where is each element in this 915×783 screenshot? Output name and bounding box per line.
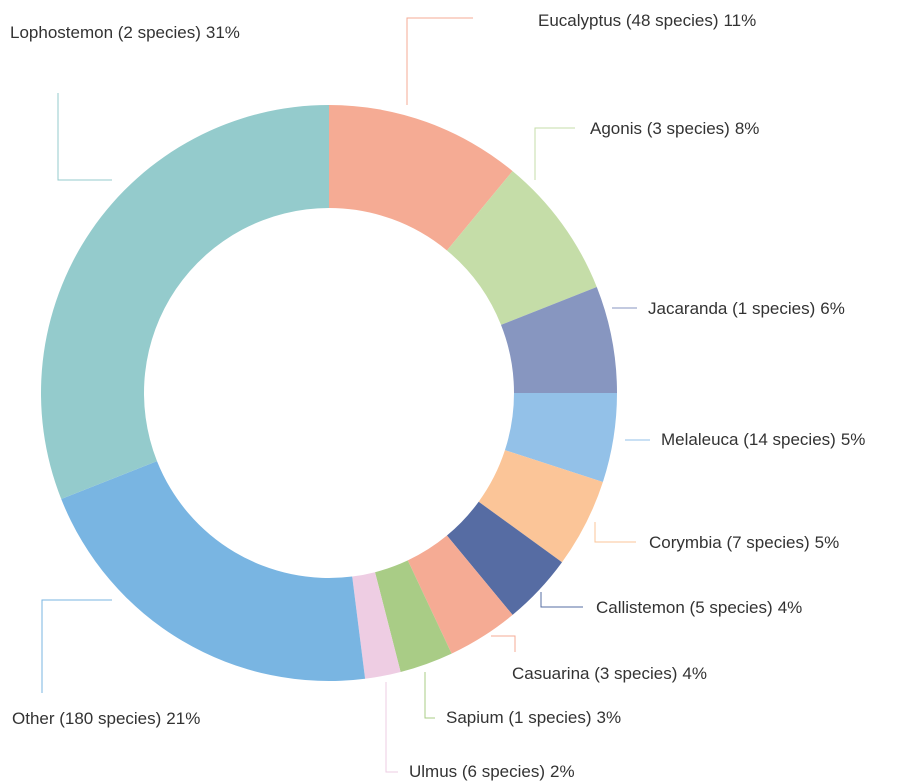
slice-value: 11% <box>723 11 756 30</box>
leader-line <box>540 592 583 608</box>
slice-label: Casuarina (3 species) 4% <box>512 664 707 683</box>
donut-slice <box>61 461 366 681</box>
donut-slice <box>329 105 513 251</box>
leader-line <box>491 635 516 652</box>
slice-value: 5% <box>815 533 840 552</box>
leader-line <box>57 93 112 181</box>
slice-name: Callistemon (5 species) <box>596 598 773 617</box>
slice-name: Casuarina (3 species) <box>512 664 677 683</box>
leader-line <box>41 599 112 693</box>
slice-name: Agonis (3 species) <box>590 119 730 138</box>
slice-label: Corymbia (7 species) 5% <box>649 533 839 552</box>
leader-line <box>594 522 636 543</box>
slice-label: Callistemon (5 species) 4% <box>596 598 802 617</box>
slice-name: Jacaranda (1 species) <box>648 299 815 318</box>
slice-value: 4% <box>682 664 707 683</box>
donut-slice <box>352 572 401 679</box>
slice-value: 5% <box>841 430 866 449</box>
slice-name: Sapium (1 species) <box>446 708 592 727</box>
donut-slice <box>41 105 329 500</box>
slice-label: Lophostemon (2 species) 31% <box>10 23 240 42</box>
slice-name: Other (180 species) <box>12 709 161 728</box>
donut-slice <box>446 501 562 615</box>
donut-slice <box>446 171 597 325</box>
slice-label: Agonis (3 species) 8% <box>590 119 759 138</box>
slice-label: Ulmus (6 species) 2% <box>409 762 575 781</box>
slice-value: 21% <box>166 709 200 728</box>
donut-slice <box>501 286 617 393</box>
slice-value: 6% <box>820 299 845 318</box>
leader-line <box>406 17 473 105</box>
slice-name: Corymbia (7 species) <box>649 533 810 552</box>
slice-label: Melaleuca (14 species) 5% <box>661 430 865 449</box>
slice-name: Melaleuca (14 species) <box>661 430 836 449</box>
slice-value: 4% <box>778 598 803 617</box>
donut-slice <box>375 560 452 672</box>
donut-slice <box>478 450 603 563</box>
donut-slice <box>504 393 617 482</box>
leader-line <box>424 672 435 719</box>
slice-label: Sapium (1 species) 3% <box>446 708 621 727</box>
slice-value: 8% <box>735 119 760 138</box>
slice-name: Eucalyptus (48 species) <box>538 11 718 30</box>
slice-value: 31% <box>206 23 240 42</box>
slice-label: Jacaranda (1 species) 6% <box>648 299 845 318</box>
slice-name: Lophostemon (2 species) <box>10 23 201 42</box>
slice-label: Eucalyptus (48 species) 11% <box>538 11 756 30</box>
slice-label: Other (180 species) 21% <box>12 709 200 728</box>
slice-name: Ulmus (6 species) <box>409 762 545 781</box>
slice-value: 3% <box>597 708 622 727</box>
leader-line <box>534 127 575 180</box>
donut-slice <box>407 535 513 654</box>
leader-line <box>385 682 398 773</box>
slice-value: 2% <box>550 762 575 781</box>
